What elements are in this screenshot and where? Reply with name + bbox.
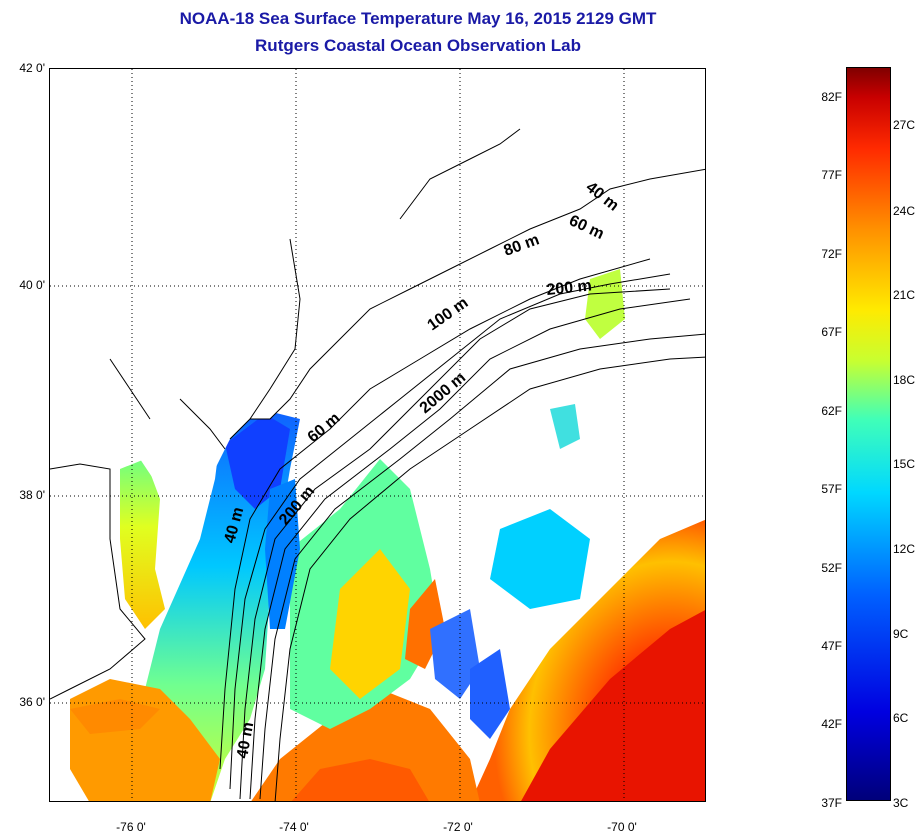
contour-80m bbox=[239, 288, 671, 800]
lon-label-76: -76 0' bbox=[116, 820, 146, 834]
colorbar-tick-52f: 52F bbox=[821, 561, 842, 575]
colorbar-tick-18c: 18C bbox=[893, 373, 916, 387]
sst-map: 40 m 60 m 80 m 200 m 100 m 2000 m 60 m 2… bbox=[49, 68, 706, 802]
contour-200m bbox=[259, 333, 705, 800]
colorbar-tick-47f: 47F bbox=[821, 639, 842, 653]
contour-100m bbox=[249, 298, 691, 800]
yellow-streak bbox=[330, 549, 410, 699]
colorbar-tick-82f: 82F bbox=[821, 90, 842, 104]
gulf-stream-south bbox=[251, 689, 480, 801]
colorbar-tick-42f: 42F bbox=[821, 717, 842, 731]
cold-shelf-water bbox=[140, 409, 300, 801]
colorbar-tick-77f: 77F bbox=[821, 168, 842, 182]
colorbar-tick-72f: 72F bbox=[821, 247, 842, 261]
gulf-stream-core bbox=[521, 610, 705, 801]
cool-eddy bbox=[490, 509, 590, 609]
colorbar-tick-62f: 62F bbox=[821, 404, 842, 418]
temperature-colorbar bbox=[846, 67, 891, 801]
lat-label-36: 36 0' bbox=[19, 695, 45, 709]
coastline-detail bbox=[109, 128, 521, 450]
contour-40m bbox=[219, 258, 651, 770]
contour-label-60m-north: 60 m bbox=[566, 212, 606, 243]
cool-eddy-small bbox=[550, 404, 580, 449]
colorbar-tick-3c: 3C bbox=[893, 796, 909, 810]
chesapeake-bay bbox=[120, 459, 165, 629]
coastline bbox=[50, 168, 705, 700]
colorbar-tick-12c: 12C bbox=[893, 542, 916, 556]
lon-label-72: -72 0' bbox=[443, 820, 473, 834]
coldest-patch bbox=[225, 414, 290, 509]
map-subtitle: Rutgers Coastal Ocean Observation Lab bbox=[255, 36, 581, 55]
contour-label-60m-south: 60 m bbox=[305, 410, 344, 446]
contour-60m bbox=[229, 273, 671, 790]
colorbar-tick-27c: 27C bbox=[893, 118, 916, 132]
land-mass bbox=[50, 69, 705, 699]
warm-patch-north bbox=[585, 269, 625, 339]
colorbar-tick-24c: 24C bbox=[893, 204, 916, 218]
colorbar-tick-57f: 57F bbox=[821, 482, 842, 496]
contour-label-200m-north: 200 m bbox=[546, 277, 593, 299]
southern-orange-patch bbox=[291, 759, 429, 801]
blue-filament bbox=[470, 649, 510, 739]
colorbar-tick-15c: 15C bbox=[893, 457, 916, 471]
lat-label-38: 38 0' bbox=[19, 488, 45, 502]
lon-label-74: -74 0' bbox=[279, 820, 309, 834]
contour-label-40m-south: 40 m bbox=[234, 721, 257, 760]
blue-eddy bbox=[430, 609, 480, 699]
contour-label-100m: 100 m bbox=[425, 294, 472, 334]
lon-label-70: -70 0' bbox=[607, 820, 637, 834]
colorbar-tick-67f: 67F bbox=[821, 325, 842, 339]
colorbar-tick-37f: 37F bbox=[821, 796, 842, 810]
albemarle-sound bbox=[70, 699, 160, 734]
colorbar-tick-6c: 6C bbox=[893, 711, 909, 725]
lat-label-40: 40 0' bbox=[19, 278, 45, 292]
lat-lon-grid bbox=[50, 69, 705, 801]
sst-map-canvas: 40 m 60 m 80 m 200 m 100 m 2000 m 60 m 2… bbox=[50, 69, 705, 801]
colorbar-tick-9c: 9C bbox=[893, 627, 909, 641]
colorbar-tick-21c: 21C bbox=[893, 288, 916, 302]
map-title: NOAA-18 Sea Surface Temperature May 16, … bbox=[179, 9, 657, 28]
contour-2000m bbox=[274, 356, 705, 801]
lat-label-42: 42 0' bbox=[19, 61, 45, 75]
